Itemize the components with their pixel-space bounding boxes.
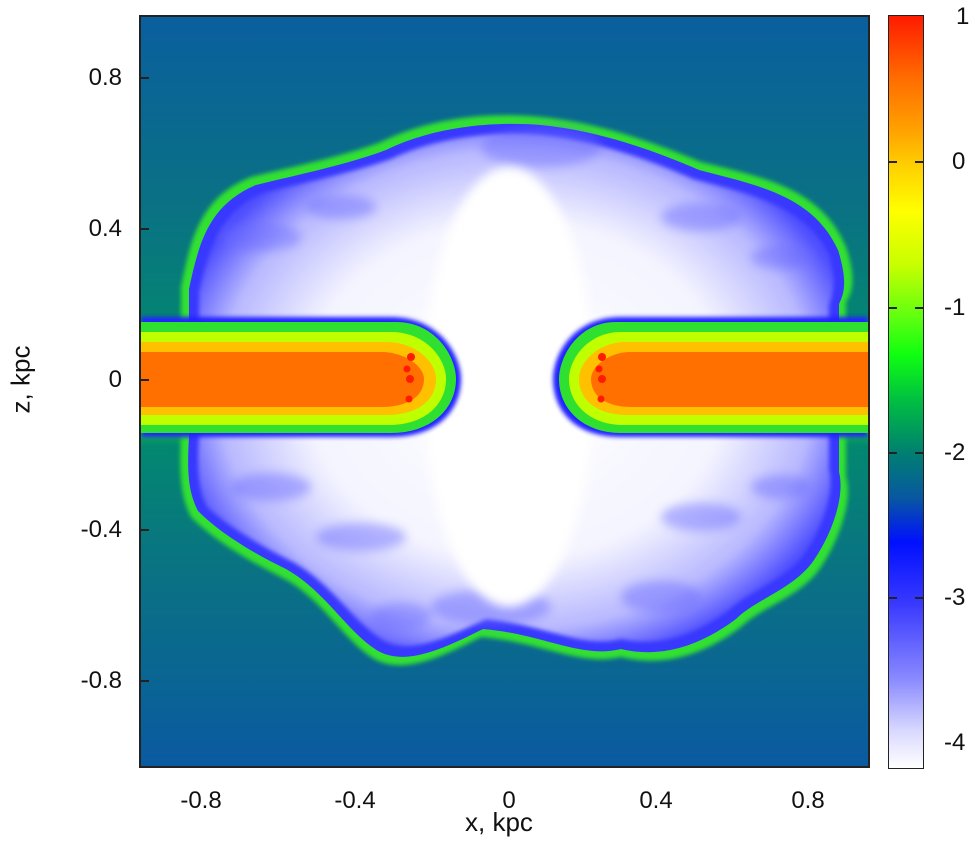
y-axis-title: z, kpc <box>5 345 36 414</box>
x-tick-label: 0.4 <box>639 787 673 814</box>
colorbar-tick-mark <box>889 307 897 309</box>
x-tick-label: -0.8 <box>180 787 222 814</box>
y-tick-mark <box>141 77 149 79</box>
x-tick-label: 0 <box>502 787 516 814</box>
y-tick-label: 0.8 <box>88 64 122 91</box>
colorbar-tick-label: -4 <box>944 729 966 756</box>
y-tick-mark <box>141 379 149 381</box>
colorbar-tick-label: -2 <box>944 439 966 466</box>
colorbar-tick-mark <box>889 452 897 454</box>
colorbar-tick-mark <box>915 452 923 454</box>
heatmap-plot-area <box>139 15 870 768</box>
y-tick-label: 0 <box>108 366 122 393</box>
x-axis-title: x, kpc <box>465 807 533 837</box>
colorbar <box>888 15 924 769</box>
colorbar-tick-label: -1 <box>944 294 966 321</box>
colorbar-tick-mark <box>915 597 923 599</box>
colorbar-tick-mark <box>889 597 897 599</box>
colorbar-tick-mark <box>889 161 897 163</box>
colorbar-tick-label: -3 <box>944 584 966 611</box>
heatmap-image <box>141 17 868 766</box>
y-tick-label: -0.8 <box>80 667 122 694</box>
x-tick-label: -0.4 <box>334 787 376 814</box>
colorbar-tick-mark <box>915 307 923 309</box>
y-tick-label: 0.4 <box>88 215 122 242</box>
y-tick-label: -0.4 <box>80 516 122 543</box>
colorbar-tick-mark <box>915 161 923 163</box>
colorbar-tick-label: 0 <box>952 148 966 175</box>
y-tick-mark <box>141 680 149 682</box>
y-tick-mark <box>141 228 149 230</box>
y-tick-mark <box>141 529 149 531</box>
colorbar-tick-label: 1 <box>956 3 970 30</box>
x-tick-label: 0.8 <box>791 787 825 814</box>
